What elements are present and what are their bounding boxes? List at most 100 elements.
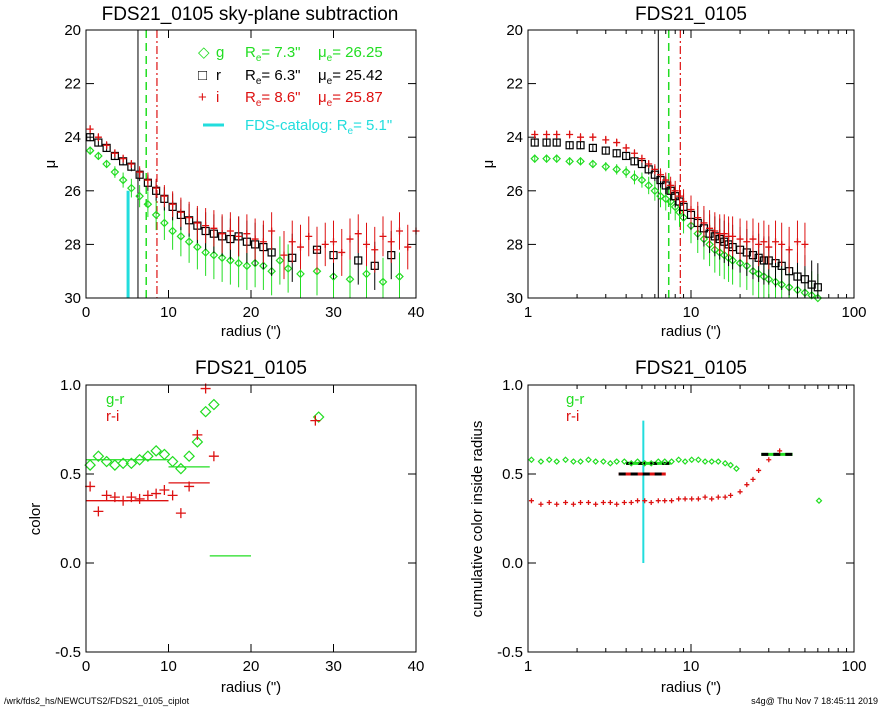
- point-i: [566, 131, 574, 139]
- point-g: [118, 175, 128, 185]
- point-g: [585, 456, 592, 464]
- point-i: [119, 155, 127, 163]
- point-i: [111, 149, 119, 157]
- point-g: [528, 456, 535, 464]
- point-i: [766, 457, 772, 463]
- point-g: [588, 159, 598, 169]
- point-g: [675, 456, 683, 464]
- x-tick-label: 40: [408, 304, 425, 321]
- point-g: [378, 277, 388, 287]
- legend-entry-r: □ r Re= 6.3" μe= 25.42: [198, 67, 383, 87]
- point-i: [387, 238, 395, 246]
- y-tick-label: 30: [64, 290, 81, 307]
- point-i: [635, 498, 641, 504]
- point-g: [620, 458, 628, 465]
- point-i: [175, 508, 186, 519]
- point-i: [144, 176, 152, 184]
- point-g: [110, 167, 120, 177]
- point-i: [202, 222, 210, 230]
- point-i: [671, 187, 679, 195]
- point-g: [217, 253, 227, 263]
- point-g: [183, 450, 195, 463]
- panel-title: FDS21_0105: [635, 358, 747, 379]
- point-i: [602, 136, 610, 144]
- point-i: [251, 235, 259, 243]
- point-i: [101, 490, 112, 501]
- point-g: [701, 458, 709, 465]
- y-tick-label: 0.5: [502, 466, 523, 483]
- point-g: [296, 269, 305, 279]
- x-tick-label: 1: [524, 658, 532, 675]
- legend-mu: μe= 25.42: [318, 67, 383, 87]
- point-i: [404, 243, 412, 251]
- point-g: [641, 459, 649, 467]
- point-g: [184, 237, 194, 247]
- point-i: [169, 200, 177, 208]
- point-i: [577, 133, 585, 141]
- point-i: [208, 451, 219, 462]
- plot-frame: [527, 384, 855, 653]
- x-tick-label: 0: [82, 658, 90, 675]
- point-g: [592, 458, 599, 465]
- legend-entry-i: + i Re= 8.6" μe= 25.87: [198, 89, 383, 109]
- legend-symbol: □: [198, 67, 207, 84]
- point-i: [680, 198, 688, 206]
- point-r: [807, 280, 816, 289]
- point-r: [800, 275, 810, 284]
- point-i: [93, 506, 104, 517]
- point-i: [538, 501, 544, 507]
- panel-sky-plane-subtraction: FDS21_0105 sky-plane subtraction 0 10 20 30…: [42, 4, 424, 340]
- point-i: [379, 232, 387, 240]
- point-g: [688, 456, 696, 464]
- x-tick-label: 100: [841, 304, 866, 321]
- point-i: [722, 494, 728, 500]
- legend-entry-catalog: FDS-catalog: Re= 5.1": [203, 117, 392, 137]
- x-axis-label: radius ("): [221, 323, 281, 340]
- x-tick-label: 10: [683, 658, 700, 675]
- point-g: [727, 461, 734, 469]
- point-g: [668, 458, 675, 465]
- point-i: [765, 243, 773, 251]
- point-g: [102, 159, 111, 169]
- point-i: [801, 240, 809, 248]
- y-tick-label: 22: [506, 76, 523, 93]
- point-i: [85, 481, 96, 492]
- point-g: [661, 194, 671, 204]
- point-g: [209, 250, 219, 260]
- point-g: [670, 202, 680, 212]
- point-i: [226, 227, 234, 235]
- point-g: [613, 458, 621, 465]
- point-g: [807, 290, 817, 300]
- point-i: [737, 489, 743, 495]
- point-i: [778, 240, 786, 248]
- point-i: [396, 227, 403, 235]
- point-g: [733, 465, 740, 473]
- y-axis-label: μ: [480, 160, 497, 169]
- x-axis-label: radius ("): [221, 679, 281, 696]
- x-tick-label: 100: [841, 658, 866, 675]
- point-i: [177, 208, 185, 216]
- y-axis-label: cumulative color inside radius: [469, 421, 486, 618]
- point-g: [135, 191, 144, 201]
- point-g: [530, 154, 540, 163]
- legend-g-r: g-r: [566, 391, 584, 408]
- point-i: [729, 232, 737, 240]
- point-g: [644, 181, 654, 190]
- y-axis-label: color: [27, 503, 44, 536]
- x-tick-label: 20: [243, 658, 260, 675]
- point-i: [259, 238, 267, 246]
- legend-g-r: g-r: [106, 391, 124, 408]
- point-g: [283, 264, 293, 273]
- point-i: [728, 492, 734, 498]
- point-i: [268, 227, 276, 235]
- point-i: [563, 499, 569, 505]
- point-g: [612, 165, 622, 174]
- point-i: [600, 499, 606, 505]
- legend-mu: μe= 25.87: [318, 89, 383, 109]
- point-i: [543, 131, 551, 139]
- point-i: [702, 494, 708, 500]
- point-i: [218, 230, 226, 238]
- point-i: [695, 496, 701, 502]
- point-g: [815, 497, 823, 505]
